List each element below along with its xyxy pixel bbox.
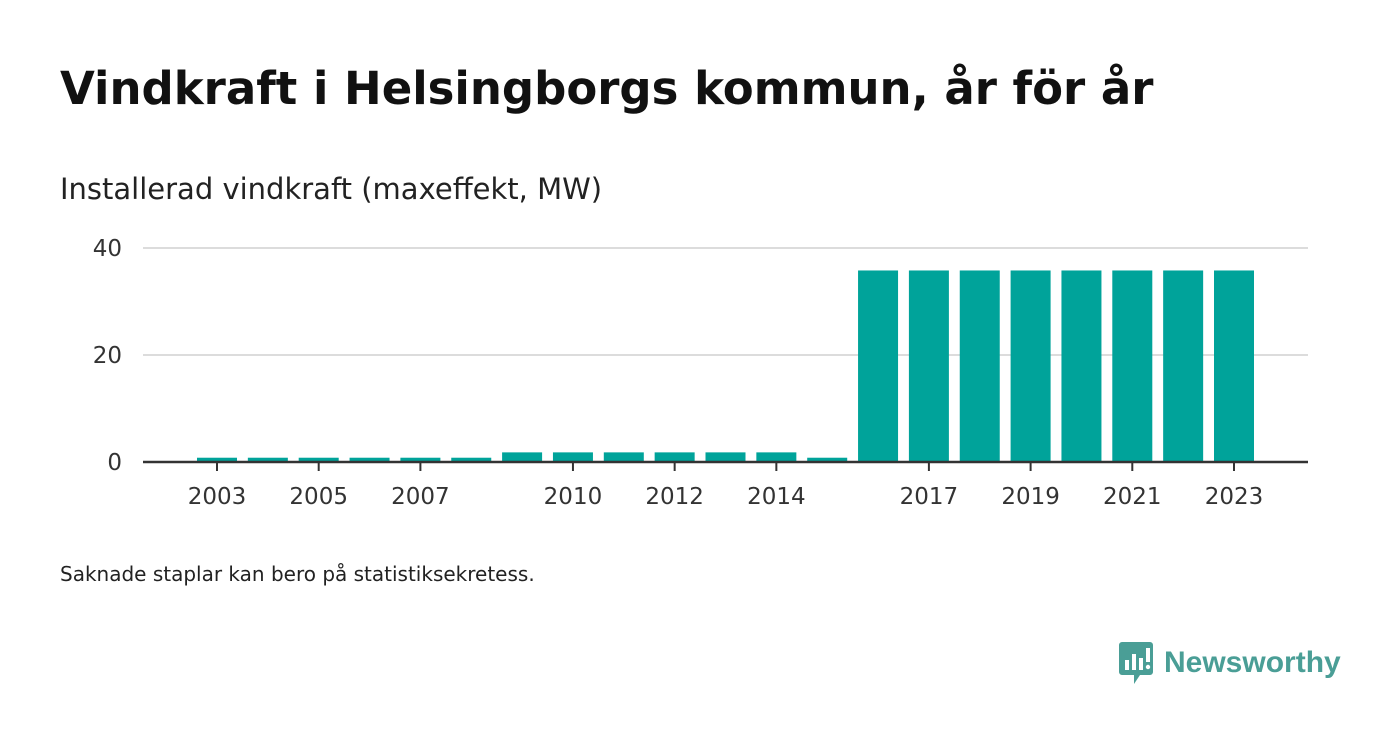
bar-2012 <box>654 452 695 462</box>
x-axis-ticks: 2003 2005 2007 2010 2012 2014 2017 2019 2021 2023 <box>188 462 1264 510</box>
bar-2003 <box>197 457 237 462</box>
x-tick-label: 2021 <box>1103 484 1162 510</box>
bar-2008 <box>451 457 492 462</box>
brand-name: Newsworthy <box>1164 646 1341 679</box>
y-axis-ticks: 0 20 40 <box>93 236 122 476</box>
x-tick-label: 2010 <box>544 484 603 510</box>
bar-2013 <box>705 452 746 462</box>
bar-2016 <box>858 270 899 462</box>
bars <box>197 270 1254 462</box>
x-tick-label: 2012 <box>645 484 704 510</box>
x-tick-label: 2014 <box>747 484 806 510</box>
bar-2006 <box>349 457 390 462</box>
y-tick-label: 40 <box>93 236 122 262</box>
x-tick-label: 2023 <box>1205 484 1264 510</box>
bar-2007 <box>400 457 441 462</box>
x-tick-label: 2005 <box>289 484 348 510</box>
x-tick-label: 2007 <box>391 484 450 510</box>
newsworthy-logo-icon <box>1119 642 1153 684</box>
brand-logo: Newsworthy <box>1118 640 1341 686</box>
bar-2017 <box>908 270 949 462</box>
x-tick-label: 2003 <box>188 484 247 510</box>
bar-2020 <box>1061 270 1102 462</box>
bar-2014 <box>756 452 797 462</box>
bar-2019 <box>1010 270 1051 462</box>
bar-2005 <box>298 457 339 462</box>
bar-2018 <box>959 270 1000 462</box>
y-tick-label: 0 <box>107 450 122 476</box>
bar-2011 <box>603 452 644 462</box>
chart-subtitle: Installerad vindkraft (maxeffekt, MW) <box>60 172 603 206</box>
bar-2021 <box>1112 270 1153 462</box>
chart-title: Vindkraft i Helsingborgs kommun, år för … <box>60 62 1154 115</box>
footnote: Saknade staplar kan bero på statistiksek… <box>60 562 535 586</box>
bar-2009 <box>502 452 543 462</box>
bar-2010 <box>552 452 593 462</box>
bar-2023 <box>1214 270 1254 462</box>
x-tick-label: 2017 <box>900 484 959 510</box>
bar-2022 <box>1163 270 1204 462</box>
x-tick-label: 2019 <box>1001 484 1060 510</box>
bar-2004 <box>247 457 288 462</box>
bar-2015 <box>807 457 848 462</box>
y-tick-label: 20 <box>93 343 122 369</box>
